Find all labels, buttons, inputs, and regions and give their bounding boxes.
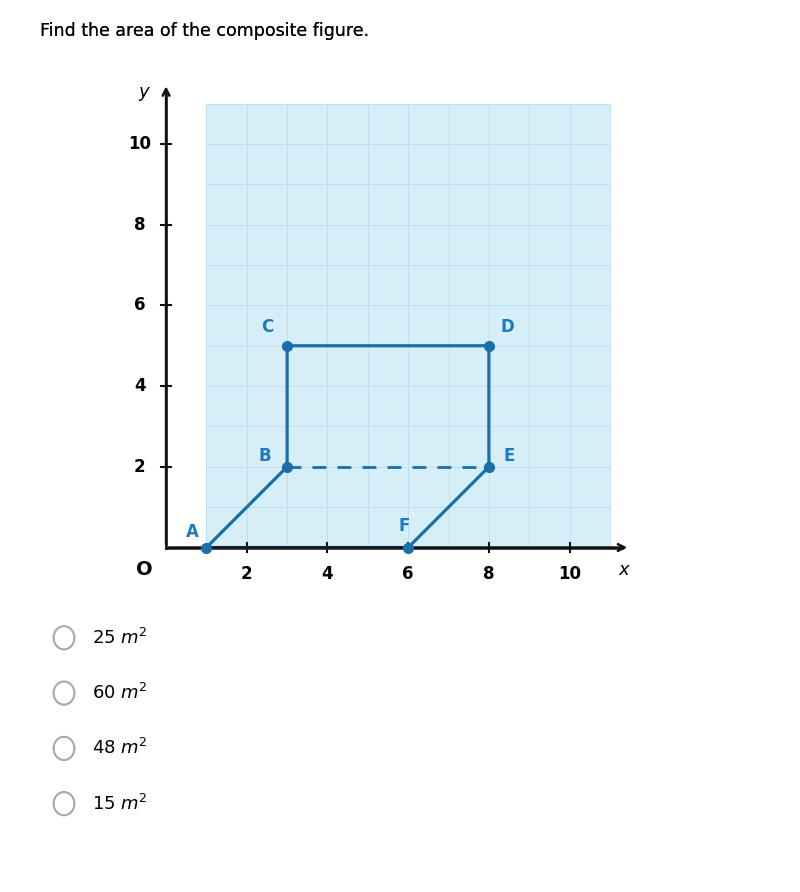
Text: 60 $m^2$: 60 $m^2$	[92, 683, 148, 703]
Text: 48 $m^2$: 48 $m^2$	[92, 739, 148, 758]
Text: 10: 10	[128, 135, 151, 153]
Text: Find the area of the composite figure.: Find the area of the composite figure.	[40, 22, 369, 40]
Text: E: E	[503, 447, 514, 465]
Bar	[206, 103, 610, 548]
Text: A: A	[186, 524, 198, 541]
Text: 8: 8	[483, 565, 494, 582]
Text: 8: 8	[134, 216, 146, 234]
Text: 25 $m^2$: 25 $m^2$	[92, 628, 148, 648]
Text: 6: 6	[402, 565, 414, 582]
Text: 4: 4	[322, 565, 334, 582]
Text: x: x	[618, 561, 630, 579]
Text: O: O	[135, 560, 152, 579]
Text: 2: 2	[134, 458, 146, 475]
Text: 15 $m^2$: 15 $m^2$	[92, 794, 148, 814]
Text: F: F	[398, 517, 410, 535]
Text: Find the area of the composite figure.: Find the area of the composite figure.	[40, 22, 369, 40]
Text: 2: 2	[241, 565, 253, 582]
Text: 6: 6	[134, 296, 146, 314]
Text: D: D	[500, 318, 514, 335]
Text: 4: 4	[134, 377, 146, 395]
Text: 10: 10	[558, 565, 581, 582]
Text: B: B	[258, 447, 271, 465]
Text: C: C	[261, 318, 273, 335]
Text: y: y	[138, 83, 149, 101]
